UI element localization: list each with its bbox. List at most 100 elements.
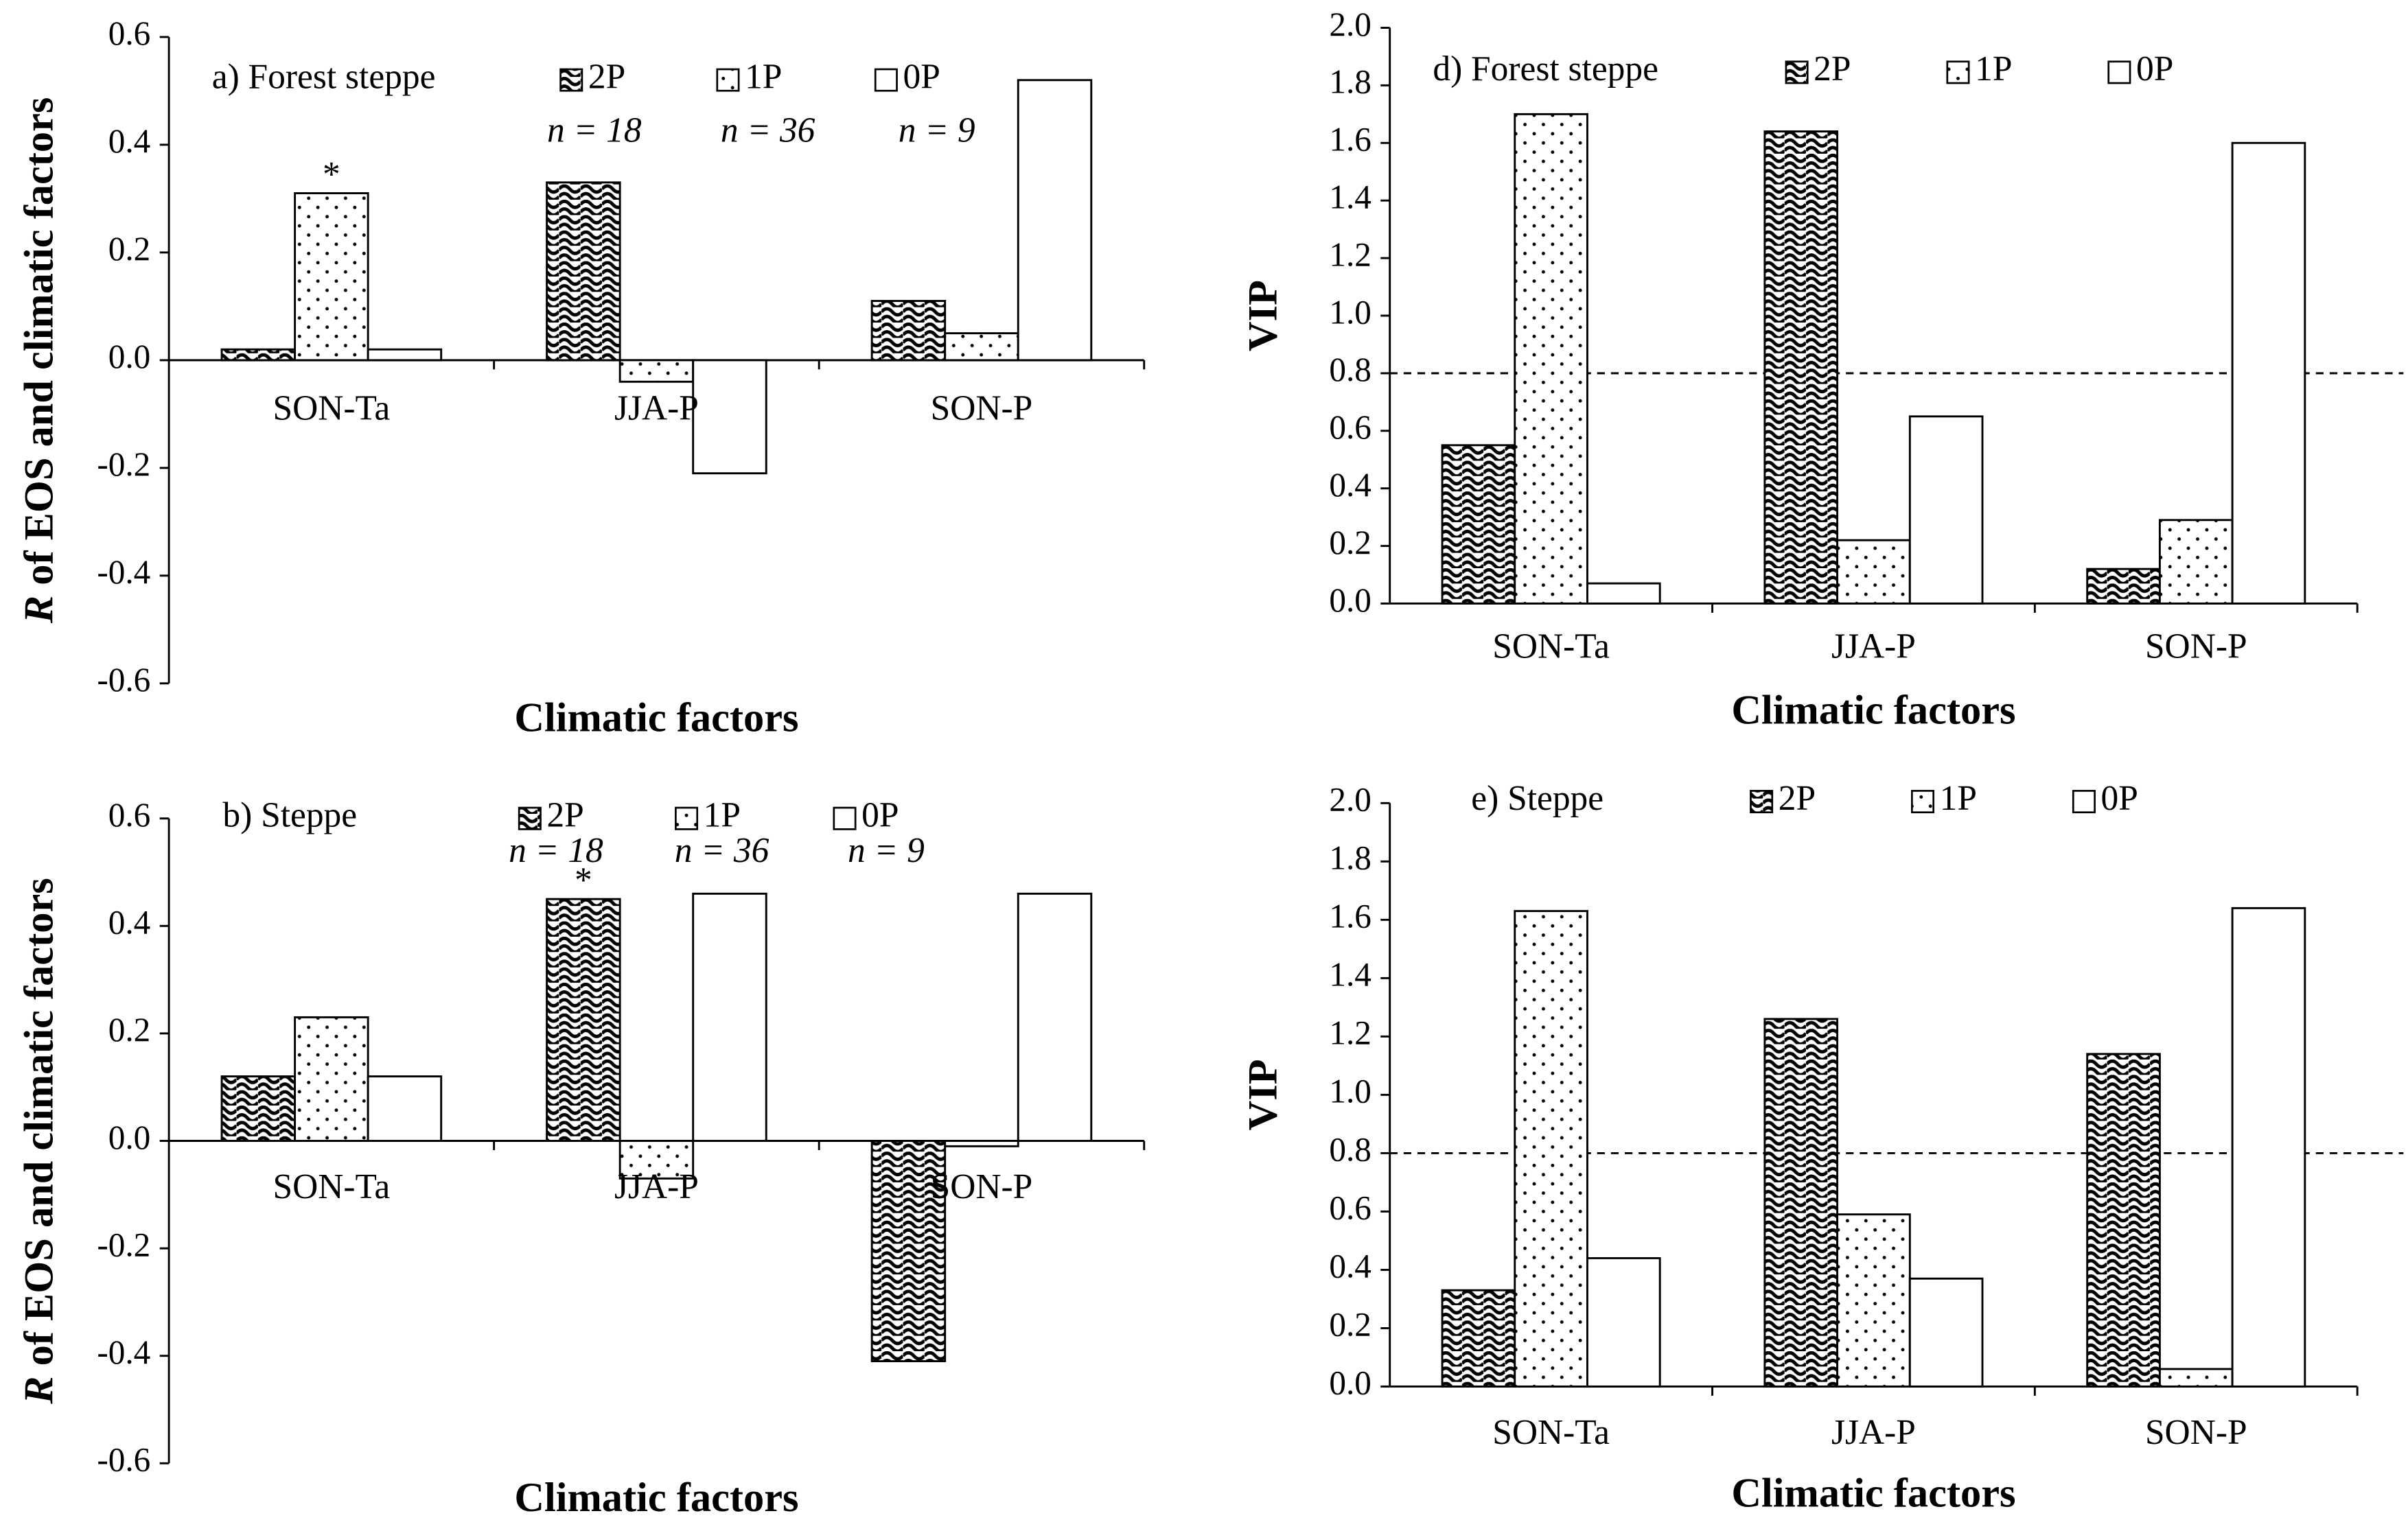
y-tick-label: 1.2	[1329, 1014, 1371, 1052]
y-tick-label: 0.0	[1329, 581, 1371, 619]
legend-label: 1P	[745, 57, 782, 96]
y-tick-label: 0.8	[1329, 1131, 1371, 1169]
y-tick-label: 0.4	[108, 122, 151, 160]
legend-swatch	[675, 806, 699, 830]
x-tick-label: SON-P	[2145, 1413, 2247, 1452]
legend-label: 2P	[588, 57, 625, 96]
legend-label: 0P	[861, 795, 899, 834]
y-axis-label-symbol: R	[16, 596, 62, 624]
panel-title: b) Steppe	[222, 795, 357, 834]
x-tick-label: SON-P	[931, 1167, 1033, 1206]
x-tick-label: SON-Ta	[273, 1167, 391, 1206]
y-tick-label: 0.4	[108, 904, 151, 942]
bar	[2231, 141, 2306, 605]
x-tick-label: JJA-P	[1831, 627, 1916, 666]
significance-marker: *	[575, 861, 592, 900]
x-tick-label: SON-Ta	[1492, 1413, 1610, 1452]
panel: -0.6 -0.4 -0.2 0.0 0.2 0.4 0.6 * SON-Ta JJA-P SON-…	[16, 14, 1146, 741]
legend-swatch	[1911, 790, 1935, 814]
y-tick-label: 0.6	[1329, 408, 1371, 446]
legend-label: 1P	[1940, 779, 1977, 818]
legend-label: 2P	[546, 795, 583, 834]
x-tick-label: JJA-P	[614, 389, 699, 428]
panel: 0.0 0.2 0.4 0.6 0.8 1.0 1.2 1.4 1.6 1.8 2.0 SON-Ta J…	[1240, 779, 2404, 1516]
bar	[2086, 568, 2161, 605]
y-tick-label: 2.0	[1329, 5, 1371, 43]
legend-label: 0P	[2101, 779, 2138, 818]
panel-title: d) Forest steppe	[1433, 49, 1658, 89]
sample-size: n = 9	[899, 111, 975, 150]
y-tick-label: -0.2	[97, 1226, 150, 1263]
bar	[944, 1140, 1019, 1147]
y-tick-label: 1.4	[1329, 178, 1371, 215]
x-axis-label: Climatic factors	[514, 1475, 798, 1521]
y-tick-label: 1.8	[1329, 839, 1371, 877]
bar	[1836, 1213, 1911, 1388]
bar	[944, 332, 1019, 362]
legend-swatch	[1750, 790, 1774, 814]
sample-size: n = 18	[509, 831, 603, 870]
bar	[870, 300, 947, 362]
y-tick-label: -0.4	[97, 553, 150, 591]
panel: 0.0 0.2 0.4 0.6 0.8 1.0 1.2 1.4 1.6 1.8 2.0 SON-Ta J…	[1240, 5, 2404, 733]
sample-size: n = 9	[848, 831, 925, 870]
legend-label: 2P	[1779, 779, 1816, 818]
bar	[546, 181, 621, 362]
y-tick-label: 0.0	[108, 1119, 151, 1156]
legend-swatch	[2107, 60, 2131, 84]
x-axis-label: Climatic factors	[514, 695, 798, 741]
bar	[1836, 539, 1911, 605]
y-axis-label: R of EOS and climatic factors	[16, 878, 62, 1405]
y-tick-label: 0.4	[1329, 466, 1371, 504]
legend-label: 1P	[704, 795, 741, 834]
y-tick-label: 1.8	[1329, 63, 1371, 101]
y-tick-label: 0.4	[1329, 1248, 1371, 1285]
y-tick-label: 0.8	[1329, 351, 1371, 388]
y-axis-label-symbol: R	[16, 1377, 62, 1405]
panel-title: a) Forest steppe	[212, 57, 436, 96]
panel-title: e) Steppe	[1471, 779, 1604, 818]
bar	[692, 892, 767, 1142]
y-tick-label: 1.0	[1329, 1073, 1371, 1110]
bar	[1441, 444, 1516, 605]
sample-size: n = 36	[721, 111, 815, 150]
y-tick-label: -0.6	[97, 1441, 150, 1479]
x-tick-label: JJA-P	[614, 1167, 699, 1206]
bar	[1586, 582, 1661, 605]
x-tick-label: SON-P	[931, 389, 1033, 428]
y-axis-label-text: VIP	[1240, 280, 1286, 351]
y-tick-label: 1.6	[1329, 898, 1371, 935]
y-tick-label: -0.2	[97, 445, 150, 483]
bar	[618, 1140, 695, 1180]
y-axis-label: R of EOS and climatic factors	[16, 97, 62, 624]
legend-label: 0P	[2136, 49, 2173, 89]
bar	[692, 359, 767, 475]
y-tick-label: 1.6	[1329, 121, 1371, 159]
y-tick-label: 0.6	[108, 14, 151, 52]
bar	[367, 348, 443, 362]
sample-size: n = 36	[675, 831, 769, 870]
bar	[1586, 1257, 1661, 1388]
x-tick-label: SON-Ta	[1492, 627, 1610, 666]
y-tick-label: 2.0	[1329, 781, 1371, 819]
y-tick-label: 0.0	[1329, 1364, 1371, 1402]
x-tick-label: JJA-P	[1831, 1413, 1916, 1452]
legend-swatch	[1785, 60, 1809, 84]
significance-marker: *	[323, 155, 340, 194]
y-axis-label-text: of EOS and climatic factors	[16, 97, 62, 585]
legend-swatch	[518, 806, 542, 830]
legend-swatch	[1946, 60, 1970, 84]
y-tick-label: 1.0	[1329, 293, 1371, 331]
y-tick-label: 0.6	[108, 796, 151, 834]
legend-swatch	[716, 68, 740, 92]
bar	[1017, 892, 1093, 1142]
bar	[1514, 113, 1588, 605]
bar	[367, 1075, 443, 1142]
legend-swatch	[874, 68, 898, 92]
legend-label: 2P	[1814, 49, 1851, 89]
y-axis-label-text: of EOS and climatic factors	[16, 878, 62, 1366]
bar	[1017, 79, 1093, 362]
bar	[220, 1075, 297, 1142]
